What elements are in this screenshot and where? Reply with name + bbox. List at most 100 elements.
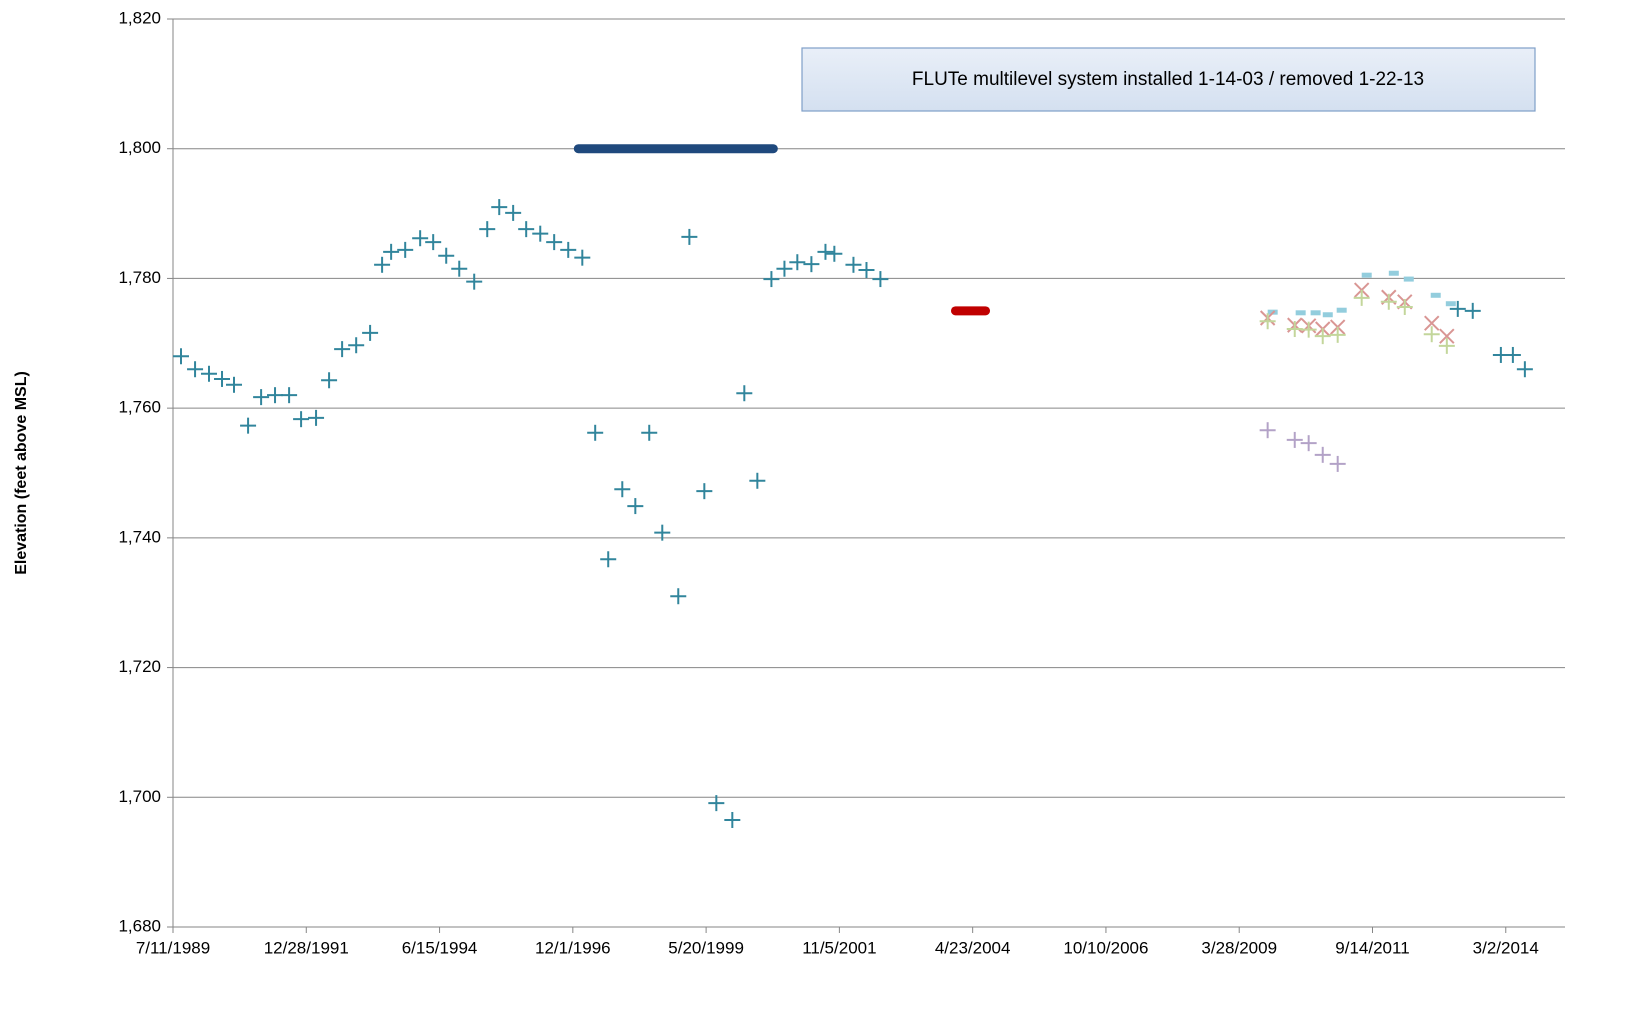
data-point [546, 234, 563, 251]
data-point [1314, 446, 1331, 463]
marker-stroke [1439, 328, 1455, 344]
y-tick-label: 1,820 [118, 8, 161, 27]
data-point [1516, 361, 1533, 378]
x-tick-label: 3/28/2009 [1201, 938, 1277, 957]
data-point [451, 260, 468, 277]
annotation: FLUTe multilevel system installed 1-14-0… [912, 69, 1424, 90]
data-point [1286, 321, 1303, 338]
data-point [776, 260, 793, 277]
data-point [1310, 310, 1321, 316]
data-point [1300, 321, 1317, 338]
data-point [1430, 292, 1441, 298]
data-point [374, 256, 391, 273]
data-point [1464, 302, 1481, 319]
data-point [1295, 310, 1306, 316]
data-point [226, 376, 243, 393]
data-point [438, 247, 455, 264]
data-point [641, 424, 658, 441]
data-point [1336, 307, 1347, 313]
marker-shape [1310, 310, 1321, 316]
data-point [1423, 326, 1440, 343]
marker-shape [1403, 276, 1414, 282]
data-point [858, 261, 875, 278]
data-point [763, 271, 780, 288]
data-point [253, 389, 270, 406]
data-point [362, 324, 379, 341]
marker-shape [1336, 307, 1347, 313]
marks [172, 144, 1533, 828]
data-point [1300, 435, 1317, 452]
x-tick-label: 4/23/2004 [935, 938, 1011, 957]
data-point [1329, 326, 1346, 343]
data-point [466, 273, 483, 290]
data-point [600, 551, 617, 568]
y-tick-label: 1,780 [118, 268, 161, 287]
data-point [1353, 289, 1370, 306]
data-point [505, 204, 522, 221]
x-tick-label: 6/15/1994 [402, 938, 478, 957]
data-point [1396, 298, 1413, 315]
data-point [1424, 315, 1440, 331]
data-point [281, 387, 298, 404]
data-point [321, 372, 338, 389]
data-point [670, 588, 687, 605]
marker-shape [1388, 270, 1399, 276]
data-point [187, 361, 204, 378]
data-point [1449, 300, 1466, 317]
y-tick-label: 1,800 [118, 138, 161, 157]
marker-shape [1445, 301, 1456, 307]
data-point [172, 348, 189, 365]
y-tick-label: 1,760 [118, 398, 161, 417]
data-point [736, 385, 753, 402]
marker-shape [1361, 272, 1372, 278]
x-tick-label: 3/2/2014 [1473, 938, 1539, 957]
data-point [614, 481, 631, 498]
x-tick-label: 10/10/2006 [1063, 938, 1148, 957]
data-point [817, 243, 834, 260]
marker-shape [1322, 312, 1333, 318]
data-point [724, 811, 741, 828]
data-point [267, 387, 284, 404]
data-point [1259, 422, 1276, 439]
data-point [240, 417, 257, 434]
data-point [696, 483, 713, 500]
data-point [1380, 293, 1397, 310]
x-tick-label: 5/20/1999 [668, 938, 744, 957]
data-point [789, 254, 806, 271]
marker-stroke [1424, 315, 1440, 331]
data-point [1438, 337, 1455, 354]
y-tick-label: 1,740 [118, 527, 161, 546]
data-point [293, 411, 310, 428]
data-point [1322, 312, 1333, 318]
data-point [708, 795, 725, 812]
data-point [397, 241, 414, 258]
data-point [654, 524, 671, 541]
x-tick-label: 7/11/1989 [136, 938, 210, 957]
data-point [1286, 431, 1303, 448]
data-point [627, 498, 644, 515]
data-point [872, 271, 889, 288]
data-point [334, 341, 351, 358]
data-point [491, 199, 508, 216]
data-point [1314, 328, 1331, 345]
marker-shape [1295, 310, 1306, 316]
data-point [1361, 272, 1372, 278]
data-point [560, 241, 577, 258]
data-point [803, 256, 820, 273]
annotation-box [801, 47, 1536, 112]
data-point [587, 424, 604, 441]
data-point [1439, 328, 1455, 344]
data-point [845, 256, 862, 273]
grid: 1,680 1,700 1,720 1,740 1,760 1,780 1,800 1,820… [118, 8, 1565, 957]
data-point [348, 337, 365, 354]
y-tick-label: 1,700 [118, 787, 161, 806]
x-tick-label: 12/1/1996 [535, 938, 611, 957]
data-point [826, 245, 843, 262]
data-point [1403, 276, 1414, 282]
data-point [1259, 313, 1276, 330]
data-point [1329, 455, 1346, 472]
data-point [681, 228, 698, 245]
x-tick-label: 12/28/1991 [264, 938, 349, 957]
data-point [1504, 346, 1521, 363]
